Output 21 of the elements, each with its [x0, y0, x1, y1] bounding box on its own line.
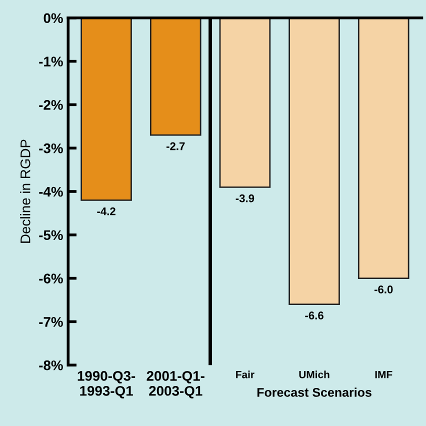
x-tick-label: Fair [236, 370, 254, 378]
data-label: -6.0 [374, 286, 393, 294]
data-label: -4.2 [97, 207, 116, 216]
x-tick-label: IMF [375, 371, 392, 378]
y-tick-label: -8% [39, 360, 63, 370]
y-axis-title: Decline in RGDP [20, 140, 30, 243]
data-label: -3.9 [236, 194, 254, 202]
y-tick-label: -1% [39, 56, 63, 66]
y-tick-label: 0% [44, 13, 63, 24]
y-tick-label: -6% [39, 274, 63, 284]
x-tick-label: UMich [299, 370, 330, 378]
x-tick-label: 2001-Q1- 2003-Q1 [146, 371, 204, 398]
data-label: -2.7 [166, 142, 185, 150]
y-tick-label: -2% [39, 100, 63, 110]
data-label: -6.6 [305, 312, 324, 320]
x-tick-label: 1990-Q3- 1993-Q1 [78, 371, 136, 398]
y-tick-label: -3% [39, 143, 63, 154]
x-axis-title: Forecast Scenarios [257, 388, 372, 397]
y-tick-label: -5% [39, 230, 63, 240]
y-tick-label: -7% [39, 317, 63, 327]
y-tick-label: -4% [39, 186, 63, 197]
